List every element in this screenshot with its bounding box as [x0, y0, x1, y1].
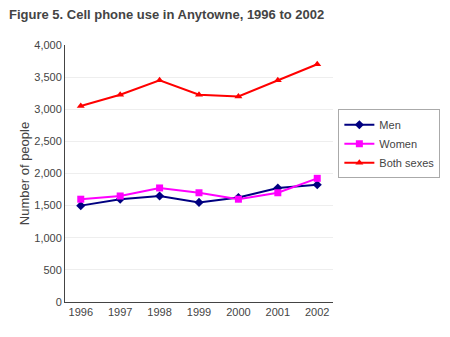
svg-text:1996: 1996	[69, 306, 93, 318]
svg-text:2002: 2002	[305, 306, 329, 318]
svg-text:1999: 1999	[187, 306, 211, 318]
svg-text:Figure 5. Cell phone use in An: Figure 5. Cell phone use in Anytowne, 19…	[9, 7, 324, 22]
svg-text:2000: 2000	[226, 306, 250, 318]
svg-text:Men: Men	[379, 119, 400, 131]
svg-text:3,000: 3,000	[34, 103, 62, 115]
svg-text:3,500: 3,500	[34, 71, 62, 83]
svg-text:Number of people: Number of people	[17, 122, 32, 225]
svg-text:1,500: 1,500	[34, 199, 62, 211]
svg-text:1998: 1998	[147, 306, 171, 318]
svg-text:1997: 1997	[108, 306, 132, 318]
svg-text:2001: 2001	[266, 306, 290, 318]
svg-text:2,500: 2,500	[34, 135, 62, 147]
svg-text:500: 500	[43, 264, 61, 276]
svg-text:2,000: 2,000	[34, 167, 62, 179]
svg-text:1,000: 1,000	[34, 232, 62, 244]
svg-text:4,000: 4,000	[34, 39, 62, 51]
svg-text:Both sexes: Both sexes	[379, 157, 434, 169]
svg-text:Women: Women	[379, 138, 417, 150]
svg-text:0: 0	[56, 296, 62, 308]
